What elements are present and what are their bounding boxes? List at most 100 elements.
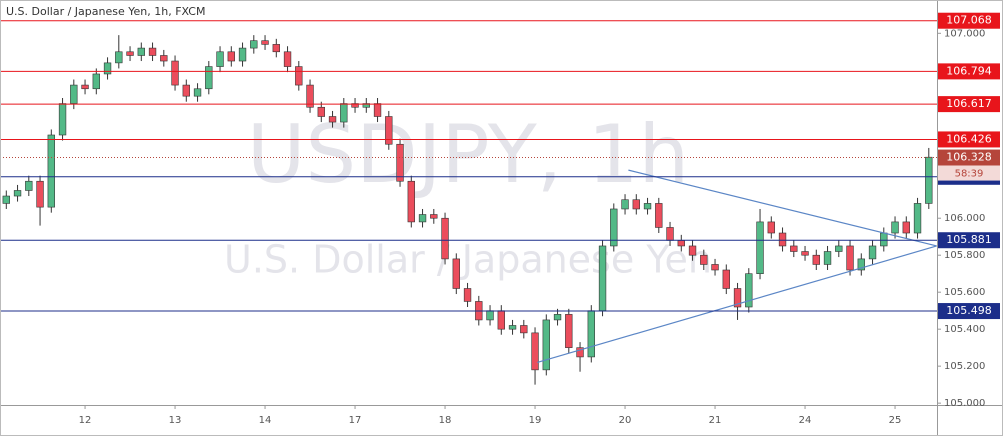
candle-body bbox=[655, 203, 663, 228]
y-tick-label: 105.000 bbox=[944, 398, 985, 409]
candle-body bbox=[643, 203, 652, 210]
candle-body bbox=[913, 203, 922, 234]
level-label-box bbox=[938, 96, 1000, 113]
plot bbox=[0, 20, 937, 385]
level-label: 107.068 bbox=[946, 14, 992, 27]
y-tick-label: 106.000 bbox=[944, 213, 985, 224]
watermark-subtitle: U.S. Dollar / Japanese Yen bbox=[224, 238, 712, 282]
candle-body bbox=[385, 116, 393, 145]
x-tick-label: 21 bbox=[709, 415, 722, 426]
candle-body bbox=[553, 314, 562, 321]
candle-body bbox=[92, 73, 100, 90]
candle-body bbox=[868, 245, 877, 260]
candle-body bbox=[846, 245, 854, 271]
candle-body bbox=[587, 310, 595, 358]
candle-body bbox=[463, 288, 472, 302]
candle-body bbox=[902, 221, 910, 234]
candle-body bbox=[238, 47, 247, 62]
candle-body bbox=[857, 258, 865, 271]
candle-body bbox=[160, 55, 168, 62]
y-tick-label: 105.600 bbox=[944, 287, 985, 298]
candle-body bbox=[328, 116, 337, 123]
y-tick-label: 105.200 bbox=[944, 361, 985, 372]
x-tick-label: 18 bbox=[439, 415, 452, 426]
candle-body bbox=[688, 245, 697, 256]
y-tick-label: 107.000 bbox=[944, 28, 985, 39]
y-tick-label: 105.400 bbox=[944, 324, 985, 335]
candle-body bbox=[47, 134, 55, 208]
candle-body bbox=[565, 314, 573, 348]
candle-body bbox=[58, 103, 67, 136]
candle-body bbox=[542, 319, 550, 371]
candle-body bbox=[520, 325, 528, 334]
candle-body bbox=[632, 199, 640, 210]
candle-body bbox=[25, 180, 33, 191]
candle-body bbox=[407, 180, 415, 223]
candle-body bbox=[272, 44, 280, 53]
x-tick-label: 24 bbox=[799, 415, 812, 426]
candle-body bbox=[261, 40, 269, 45]
level-label-box bbox=[938, 232, 1000, 249]
candle-body bbox=[227, 51, 235, 62]
candle-body bbox=[137, 47, 145, 56]
candle-body bbox=[36, 180, 44, 208]
candle-body bbox=[441, 217, 449, 260]
candle-body bbox=[531, 332, 539, 371]
candle-body bbox=[362, 103, 370, 108]
candle-body bbox=[216, 51, 224, 67]
candle-body bbox=[126, 51, 134, 56]
candle-body bbox=[508, 325, 517, 330]
level-label-box bbox=[938, 63, 1000, 80]
level-label: 105.498 bbox=[946, 304, 992, 317]
candle-body bbox=[880, 232, 888, 247]
candle-body bbox=[2, 195, 10, 204]
x-tick-label: 17 bbox=[349, 415, 362, 426]
current-price-label: 106.328 bbox=[946, 151, 992, 164]
candle-body bbox=[250, 40, 258, 49]
x-tick-label: 19 bbox=[529, 415, 542, 426]
candle-body bbox=[598, 245, 607, 311]
candle-body bbox=[700, 254, 708, 265]
candle-body bbox=[13, 190, 22, 197]
candle-body bbox=[610, 208, 618, 247]
candle-body bbox=[778, 232, 787, 247]
candle-body bbox=[666, 227, 674, 241]
candle-body bbox=[418, 214, 427, 223]
candle-body bbox=[193, 88, 202, 97]
candle-body bbox=[148, 47, 157, 56]
countdown: 58:39 bbox=[955, 169, 984, 180]
candle-body bbox=[351, 103, 359, 108]
x-tick-label: 25 bbox=[889, 415, 902, 426]
candle-body bbox=[295, 66, 303, 86]
candle-body bbox=[205, 66, 213, 90]
candle-body bbox=[373, 103, 382, 117]
countdown-box bbox=[938, 165, 1000, 181]
current-price-box bbox=[938, 149, 1000, 166]
candle-body bbox=[576, 347, 584, 358]
x-tick-label: 13 bbox=[169, 415, 182, 426]
candle-body bbox=[733, 288, 742, 308]
candle-body bbox=[812, 254, 820, 265]
watermark: USDJPY, 1h bbox=[247, 108, 689, 201]
candle-body bbox=[756, 221, 764, 274]
candle-body bbox=[452, 258, 460, 289]
candle-body bbox=[722, 269, 730, 289]
trendline bbox=[537, 245, 937, 364]
candle-body bbox=[745, 273, 753, 308]
candle-body bbox=[396, 143, 404, 182]
candle-body bbox=[835, 245, 843, 252]
candle-body bbox=[767, 221, 775, 234]
candle-body bbox=[283, 51, 292, 67]
chart-title: U.S. Dollar / Japanese Yen, 1h, FXCM bbox=[6, 5, 205, 18]
candle-body bbox=[81, 84, 89, 90]
level-label: 106.617 bbox=[946, 97, 992, 110]
level-label: 106.794 bbox=[946, 64, 992, 77]
candle-body bbox=[711, 264, 719, 271]
candle-body bbox=[621, 199, 629, 210]
level-label: 106.426 bbox=[946, 132, 992, 145]
level-label-box bbox=[938, 131, 1000, 148]
candle-body bbox=[430, 214, 438, 219]
candle-body bbox=[306, 84, 314, 108]
